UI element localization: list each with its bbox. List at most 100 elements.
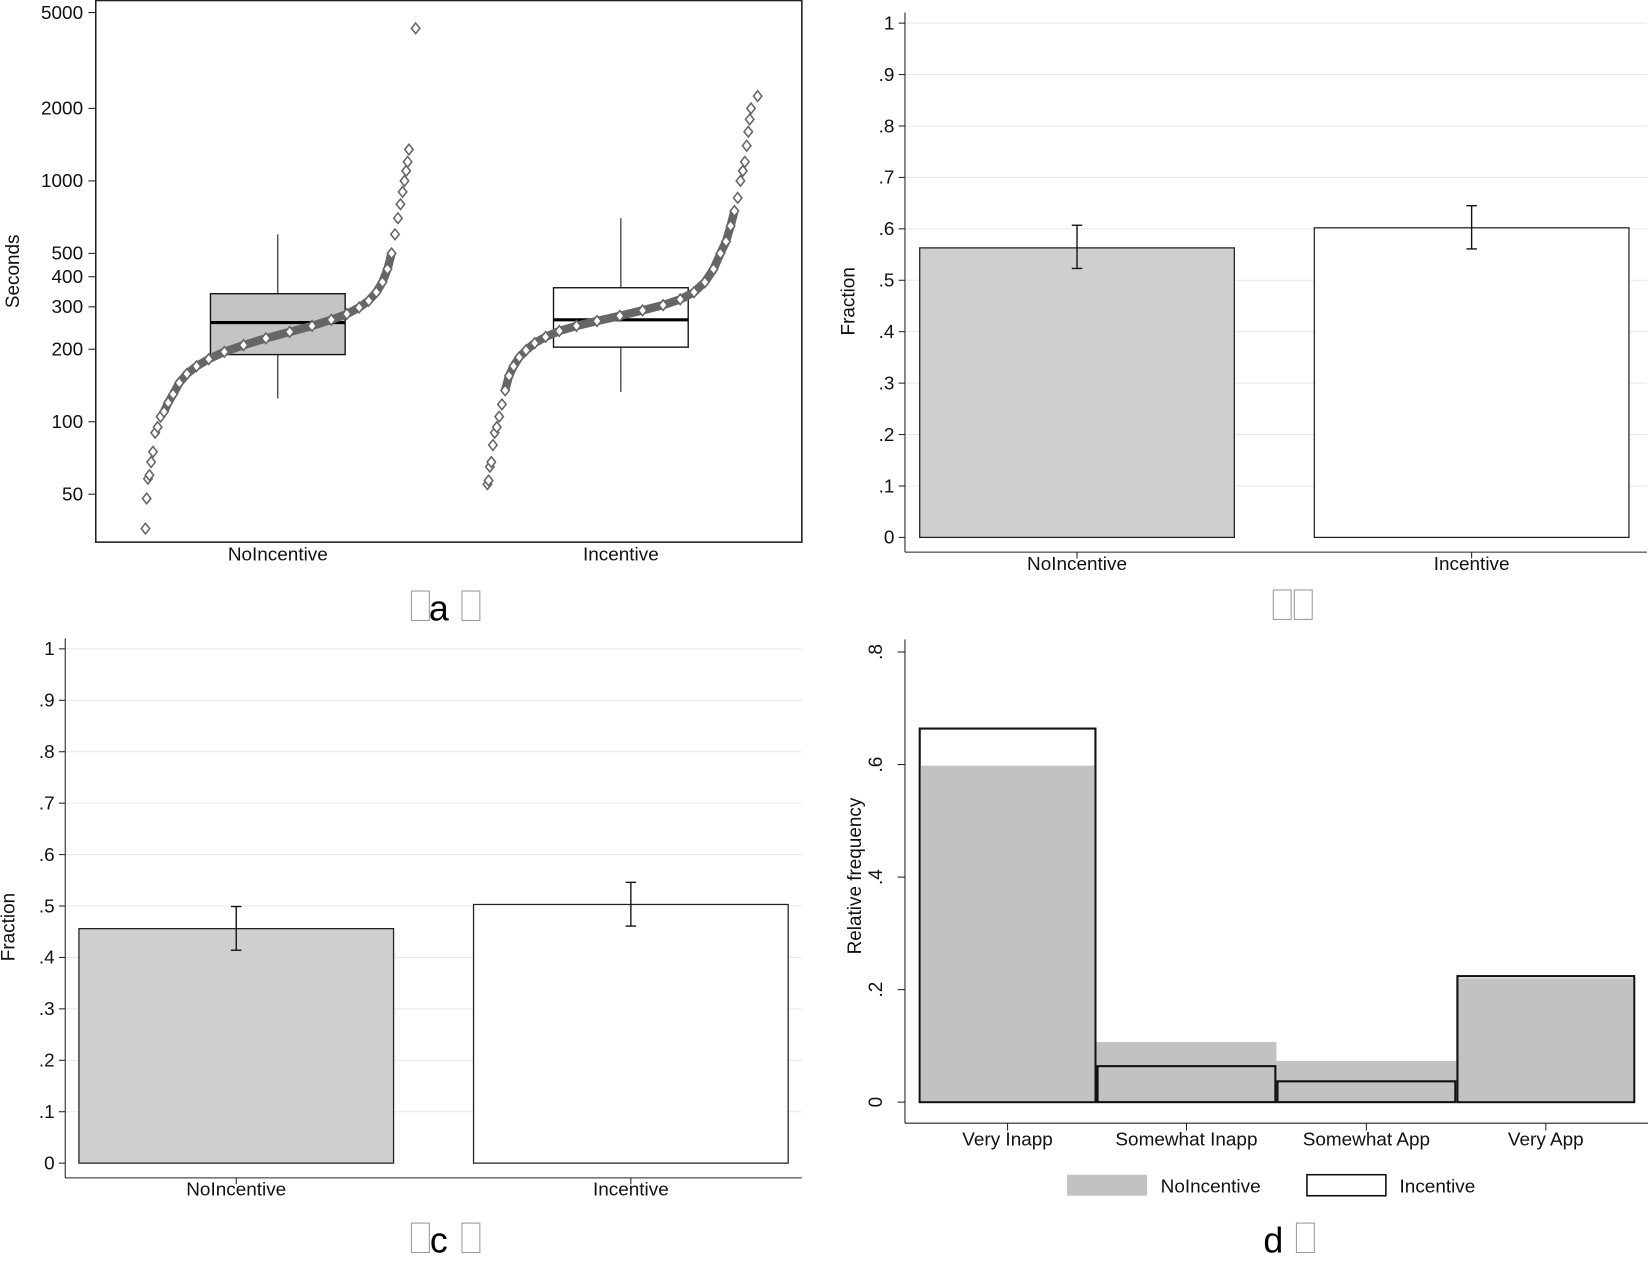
panel-d: 0 .2 .4 .6 .8 Relative frequency Very Inapp Som… <box>845 639 1648 1261</box>
bar-incentive <box>1096 1065 1277 1104</box>
data-point <box>371 285 382 299</box>
data-point <box>284 325 295 339</box>
data-point <box>399 174 410 188</box>
y-tick-label: .4 <box>879 322 895 343</box>
data-point <box>397 185 408 199</box>
data-point <box>529 336 540 350</box>
data-point <box>306 319 318 333</box>
data-point <box>203 352 214 366</box>
y-tick-label: .8 <box>39 742 55 763</box>
x-tick-label: NoIncentive <box>186 1180 286 1201</box>
y-tick-label: .2 <box>866 982 887 998</box>
bar-incentive <box>1276 1080 1457 1104</box>
caption-glyph-box <box>461 1222 481 1254</box>
panel-caption: c <box>430 1221 448 1261</box>
panel-caption: a <box>429 588 449 628</box>
data-point <box>741 139 752 153</box>
data-point <box>386 246 397 260</box>
y-tick-label: .3 <box>879 373 895 394</box>
data-point <box>181 367 193 381</box>
y-tick-label: .5 <box>39 896 55 917</box>
plot-frame <box>94 0 803 543</box>
bar <box>472 903 789 1164</box>
y-tick-label: .1 <box>39 1102 55 1123</box>
bar <box>1313 227 1630 539</box>
y-tick-label: 400 <box>52 267 84 288</box>
y-tick-label: 5000 <box>41 3 83 24</box>
bar-noincentive <box>1096 1041 1277 1103</box>
data-point <box>147 445 159 459</box>
data-point <box>499 383 511 397</box>
y-tick-label: .3 <box>39 999 55 1020</box>
y-tick-label: 1 <box>884 13 895 34</box>
bar-noincentive-overlap <box>1458 978 1634 1102</box>
data-point <box>752 89 763 103</box>
data-point <box>725 219 736 233</box>
data-point <box>732 191 743 205</box>
y-tick-label: 1000 <box>41 171 83 192</box>
data-point <box>715 246 726 260</box>
caption-glyph-box <box>1293 589 1313 620</box>
bar <box>919 247 1235 539</box>
data-point <box>191 359 202 373</box>
data-point <box>688 285 700 299</box>
panel-caption: d <box>1263 1221 1283 1261</box>
caption-glyph-box <box>461 590 481 622</box>
caption-glyph-box <box>1295 1222 1315 1254</box>
data-point <box>520 343 532 357</box>
data-point <box>487 438 499 452</box>
data-point <box>145 455 157 469</box>
legend-label: NoIncentive <box>1161 1177 1261 1198</box>
data-point <box>483 473 494 488</box>
y-tick-label: .8 <box>879 116 895 137</box>
x-tick-label: Somewhat App <box>1303 1129 1430 1150</box>
y-axis-label: Fraction <box>838 267 859 335</box>
x-tick-label: NoIncentive <box>228 545 328 566</box>
data-point <box>637 303 648 317</box>
data-point <box>540 330 551 344</box>
data-point <box>144 468 155 482</box>
data-point <box>363 294 374 308</box>
data-point <box>400 164 412 178</box>
y-tick-label: .6 <box>39 845 55 866</box>
y-axis-label: Seconds <box>3 235 24 309</box>
data-point <box>735 174 746 188</box>
data-point <box>141 491 152 506</box>
data-point <box>403 142 415 157</box>
y-tick-label: 0 <box>884 528 895 549</box>
data-point <box>739 155 751 169</box>
data-point <box>260 331 272 345</box>
y-tick-label: .9 <box>879 65 895 86</box>
data-point <box>571 319 582 333</box>
y-tick-label: 2000 <box>41 99 83 120</box>
caption-glyph-box <box>410 590 430 622</box>
data-point <box>395 197 406 211</box>
y-tick-label: .8 <box>866 644 887 660</box>
data-point <box>167 387 179 401</box>
y-tick-label: 0 <box>866 1097 887 1108</box>
x-tick-label: NoIncentive <box>1027 554 1127 575</box>
x-tick-label: Very Inapp <box>962 1129 1053 1150</box>
y-axis-label: Fraction <box>0 893 20 961</box>
bar <box>78 928 395 1164</box>
y-tick-label: 500 <box>52 244 84 265</box>
y-tick-label: 200 <box>52 340 84 361</box>
panel-b: 0 .1 .2 .3 .4 .5 .6 .7 .8 .9 1 Fraction NoIncentive I… <box>838 12 1647 620</box>
x-tick-label: Incentive <box>1434 554 1510 575</box>
legend-swatch-incentive <box>1306 1173 1387 1197</box>
data-point <box>382 262 393 276</box>
data-point <box>158 405 170 419</box>
y-tick-label: .7 <box>879 168 895 189</box>
data-point <box>491 420 503 434</box>
data-point <box>614 309 626 323</box>
y-tick-label: 0 <box>44 1153 55 1174</box>
data-point <box>326 313 337 327</box>
data-point <box>162 396 174 410</box>
data-point <box>486 455 497 469</box>
y-tick-label: .2 <box>39 1051 55 1072</box>
data-point <box>493 410 505 424</box>
data-point <box>744 112 755 126</box>
y-tick-label: .5 <box>879 271 895 292</box>
bar-noincentive-overlap <box>920 765 1095 1102</box>
